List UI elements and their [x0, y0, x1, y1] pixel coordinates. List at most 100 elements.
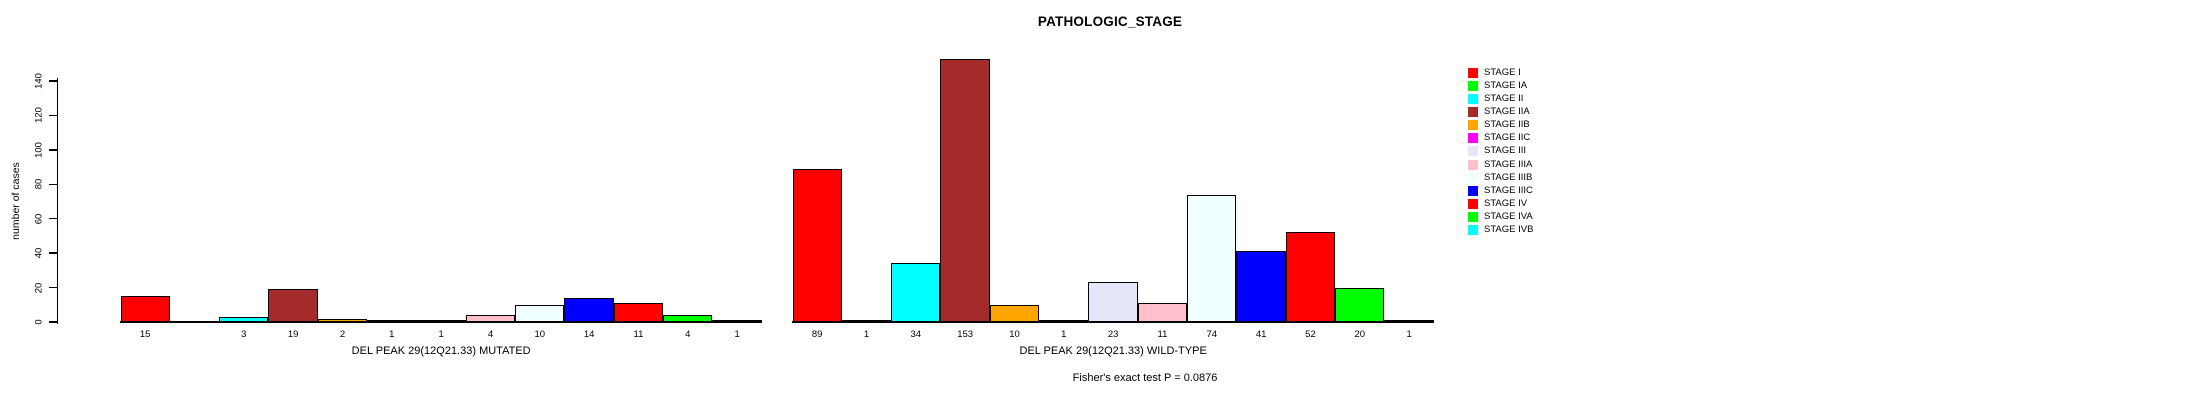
y-axis-tick [48, 149, 57, 151]
bar-count-label: 10 [534, 329, 546, 340]
bar-stage-iiic [1236, 251, 1286, 322]
bar-stage-iiib [515, 304, 565, 322]
bar-stage-iv [1285, 232, 1336, 322]
chart-title: PATHOLOGIC_STAGE [1037, 14, 1183, 29]
bar-stage-iic [367, 320, 417, 322]
bar-count-label: 14 [583, 329, 595, 340]
bar-count-label: 41 [1255, 329, 1267, 340]
y-axis-label: number of cases [10, 162, 22, 240]
bar-stage-ivb [1384, 320, 1434, 322]
legend-label-stage-iia: STAGE IIA [1484, 105, 1530, 117]
bar-count-label: 1 [734, 329, 740, 340]
y-axis-tick-label: 120 [33, 107, 44, 124]
bar-stage-iva [663, 315, 713, 322]
y-axis-tick [48, 286, 57, 289]
legend-label-stage-iiib: STAGE IIIB [1484, 171, 1533, 183]
legend-label-stage-iiia: STAGE IIIA [1484, 158, 1533, 170]
bar-stage-iii [1088, 282, 1138, 322]
y-axis-tick [48, 252, 57, 254]
bar-stage-i [792, 168, 842, 322]
bar-stage-iic [1039, 320, 1089, 322]
legend-label-stage-iva: STAGE IVA [1484, 211, 1533, 223]
bar-count-label: 4 [685, 329, 691, 340]
bar-stage-iv [613, 303, 664, 322]
legend-swatch-stage-iib [1468, 120, 1478, 131]
bar-stage-i [120, 296, 170, 322]
y-axis-tick [48, 114, 57, 117]
legend-label-stage-ii: STAGE II [1484, 92, 1524, 104]
bar-count-label: 4 [487, 329, 494, 340]
bar-count-label: 89 [811, 329, 823, 340]
bar-count-label: 20 [1354, 329, 1366, 340]
bar-count-label: 34 [910, 329, 922, 340]
y-axis-tick-label: 140 [33, 73, 44, 89]
y-axis-tick [48, 217, 57, 220]
bar-stage-ii [891, 263, 941, 322]
bar-count-label: 19 [287, 329, 299, 340]
y-axis-tick-label: 20 [33, 282, 44, 293]
legend-swatch-stage-ivb [1468, 225, 1478, 236]
legend-label-stage-iib: STAGE IIB [1484, 119, 1530, 131]
x-axis-label: DEL PEAK 29(12Q21.33) MUTATED [351, 345, 531, 357]
bar-count-label: 11 [1157, 329, 1168, 340]
legend-swatch-stage-i [1468, 67, 1478, 78]
y-axis-tick-label: 80 [33, 178, 44, 190]
legend-swatch-stage-iva [1468, 212, 1478, 223]
legend-label-stage-iic: STAGE IIC [1484, 132, 1531, 144]
bar-count-label: 10 [1009, 329, 1020, 340]
x-axis-label: DEL PEAK 29(12Q21.33) WILD-TYPE [1019, 345, 1207, 357]
legend-label-stage-iii: STAGE III [1484, 145, 1527, 157]
y-axis-tick [48, 80, 57, 82]
bar-count-label: 1 [863, 329, 870, 340]
legend-label-stage-ivb: STAGE IVB [1484, 224, 1534, 236]
y-axis-tick [48, 183, 57, 186]
y-axis-line [56, 78, 58, 324]
bar-stage-ii [219, 316, 269, 322]
x-axis-baseline [120, 321, 763, 323]
legend-swatch-stage-iv [1468, 199, 1478, 209]
bar-stage-iib [317, 318, 368, 322]
bar-stage-iva [1335, 287, 1385, 322]
bar-stage-iiic [564, 297, 614, 322]
legend-swatch-stage-iia [1468, 106, 1478, 117]
legend-swatch-stage-iiia [1468, 159, 1478, 170]
fisher-test-result: Fisher's exact test P = 0.0876 [1072, 372, 1218, 384]
y-axis-tick [48, 321, 57, 323]
bar-count-label: 11 [633, 329, 644, 340]
bar-stage-iiia [465, 315, 516, 322]
bar-count-label: 15 [139, 329, 151, 340]
bar-stage-iia [940, 58, 990, 322]
bar-count-label: 153 [957, 329, 974, 340]
bar-count-label: 1 [1061, 329, 1067, 340]
bar-count-label: 1 [438, 329, 444, 340]
legend-label-stage-i: STAGE I [1484, 66, 1521, 78]
legend-swatch-stage-ii [1468, 93, 1478, 104]
bar-stage-iiia [1137, 303, 1188, 322]
bar-stage-iiib [1187, 194, 1237, 322]
bar-stage-iii [416, 320, 466, 322]
legend-swatch-stage-ia [1468, 80, 1478, 91]
bar-stage-iib [989, 304, 1040, 322]
bar-count-label: 1 [1406, 329, 1412, 340]
bar-count-label: 1 [389, 329, 395, 340]
legend-label-stage-iv: STAGE IV [1484, 198, 1528, 209]
legend-swatch-stage-iiib [1468, 172, 1478, 183]
bar-stage-ivb [712, 320, 762, 322]
bar-count-label: 2 [339, 329, 346, 340]
x-axis-baseline [792, 321, 1435, 323]
legend-swatch-stage-iiic [1468, 185, 1478, 196]
y-axis-tick-label: 0 [33, 319, 44, 325]
y-axis-tick-label: 100 [33, 141, 44, 158]
legend-swatch-stage-iic [1468, 133, 1478, 144]
legend-label-stage-ia: STAGE IA [1484, 79, 1528, 91]
bar-count-label: 52 [1305, 329, 1316, 340]
legend-label-stage-iiic: STAGE IIIC [1484, 184, 1533, 196]
y-axis-tick-label: 40 [33, 247, 44, 259]
bar-count-label: 23 [1107, 329, 1119, 340]
bar-stage-iia [268, 289, 318, 322]
y-axis-tick-label: 60 [33, 213, 44, 224]
bar-stage-ia [841, 320, 892, 322]
bar-count-label: 74 [1206, 329, 1218, 340]
bar-count-label: 3 [241, 329, 247, 340]
